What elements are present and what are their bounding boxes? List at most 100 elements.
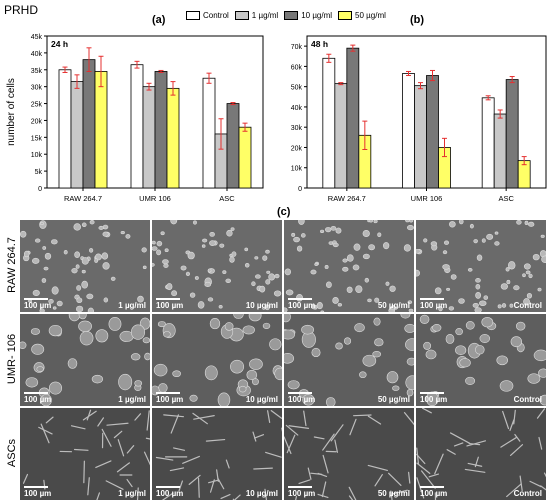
micrograph-row-label: UMR- 106: [6, 333, 18, 385]
scale-label: 100 µm: [420, 301, 448, 310]
y-tick-label: 30k: [31, 85, 43, 92]
cell-texture: [284, 314, 414, 406]
legend-label: 50 µg/ml: [355, 10, 386, 20]
concentration-label: 10 µg/ml: [245, 395, 278, 404]
legend-item: 10 µg/ml: [284, 10, 333, 20]
legend-item: 1 µg/ml: [234, 10, 278, 20]
bar: [322, 57, 336, 189]
bar: [481, 97, 495, 189]
legend-swatch: [338, 10, 353, 20]
micrograph: 100 µm 10 µg/ml: [152, 408, 282, 500]
micrograph: 100 µm 1 µg/ml: [20, 314, 150, 406]
scale-label: 100 µm: [288, 301, 316, 310]
legend-item: Control: [186, 10, 229, 20]
cell-texture: [419, 314, 546, 406]
scale-bar: [420, 298, 444, 300]
bar: [226, 103, 240, 189]
scale-label: 100 µm: [24, 395, 52, 404]
micrograph: 100 µm 10 µg/ml: [152, 314, 282, 406]
scale-bar: [156, 392, 180, 394]
concentration-label: Control: [513, 395, 542, 404]
scale-label: 100 µm: [24, 301, 52, 310]
micrograph: 100 µm Control: [416, 408, 546, 500]
concentration-label: 50 µg/ml: [377, 301, 410, 310]
cell-texture: [284, 220, 414, 312]
chart-24h: 0 5k 10k 15k 20k 25k 30k 35k 40k 45k RAW 264.7 UMR …: [6, 34, 264, 203]
bar: [505, 79, 519, 189]
micrograph: 100 µm Control: [416, 314, 546, 406]
x-tick-label: ASC: [219, 194, 235, 203]
bar: [402, 73, 415, 189]
y-tick-label: 35k: [31, 68, 43, 75]
scale-bar: [24, 298, 48, 300]
bar: [58, 69, 72, 189]
scale-label: 100 µm: [420, 395, 448, 404]
scale-bar: [288, 392, 312, 394]
scale-label: 100 µm: [24, 489, 52, 498]
cell-texture: [20, 314, 150, 406]
y-tick-label: 45k: [31, 34, 43, 41]
y-tick-label: 30k: [291, 125, 303, 132]
inset-label: 24 h: [51, 39, 68, 49]
scale-bar: [420, 392, 444, 394]
y-tick-label: 40k: [291, 105, 303, 112]
y-tick-label: 10k: [31, 152, 43, 159]
y-tick-label: 25k: [31, 102, 43, 109]
concentration-label: 1 µg/ml: [118, 395, 146, 404]
scale-label: 100 µm: [156, 489, 184, 498]
y-tick-label: 20k: [291, 145, 303, 152]
bar: [142, 86, 156, 189]
micrograph: 100 µm 1 µg/ml: [20, 408, 150, 500]
cell-texture: [152, 314, 282, 406]
y-tick-label: 10k: [291, 166, 303, 173]
bar: [82, 59, 96, 189]
micrograph: 100 µm 50 µg/ml: [284, 220, 414, 312]
cell-texture: [22, 409, 150, 500]
scale-bar: [24, 486, 48, 488]
y-tick-label: 15k: [31, 135, 43, 142]
cell-texture: [284, 410, 414, 500]
y-tick-label: 70k: [291, 44, 303, 51]
micrograph-row-label: RAW 264.7: [6, 237, 18, 293]
cell-texture: [416, 220, 546, 312]
x-tick-label: RAW 264.7: [328, 194, 366, 203]
concentration-label: Control: [513, 489, 542, 498]
legend-label: 10 µg/ml: [301, 10, 333, 20]
concentration-label: 50 µg/ml: [377, 395, 410, 404]
concentration-label: 1 µg/ml: [118, 301, 146, 310]
bar: [334, 83, 348, 189]
cell-texture: [152, 220, 282, 311]
y-tick-label: 0: [298, 186, 302, 193]
legend-item: 50 µg/ml: [338, 10, 386, 20]
scale-label: 100 µm: [288, 489, 316, 498]
legend-swatch: [234, 10, 249, 20]
concentration-label: Control: [513, 301, 542, 310]
y-tick-label: 60k: [291, 64, 303, 71]
bar: [70, 81, 84, 189]
inset-label: 48 h: [311, 39, 328, 49]
y-tick-label: 40k: [31, 51, 43, 58]
cell-texture: [20, 220, 147, 312]
y-tick-label: 5k: [35, 169, 43, 176]
concentration-label: 1 µg/ml: [118, 489, 146, 498]
x-tick-label: RAW 264.7: [64, 194, 102, 203]
concentration-label: 10 µg/ml: [245, 301, 278, 310]
bar: [346, 47, 360, 189]
micrograph: 100 µm 1 µg/ml: [20, 220, 150, 312]
x-tick-label: UMR 106: [139, 194, 171, 203]
panel-b-label: (b): [410, 14, 425, 26]
bar: [166, 87, 180, 189]
bar: [238, 126, 252, 189]
legend: Control 1 µg/ml 10 µg/ml 50 µg/ml: [186, 8, 392, 22]
y-tick-label: 20k: [31, 118, 43, 125]
bar: [426, 75, 439, 189]
scale-bar: [156, 298, 180, 300]
legend-label: Control: [203, 10, 229, 20]
scale-bar: [156, 486, 180, 488]
x-tick-label: ASC: [498, 194, 514, 203]
scale-bar: [24, 392, 48, 394]
cell-texture: [155, 410, 282, 500]
cell-texture: [416, 408, 546, 500]
scale-label: 100 µm: [288, 395, 316, 404]
micrograph: 100 µm 50 µg/ml: [284, 408, 414, 500]
